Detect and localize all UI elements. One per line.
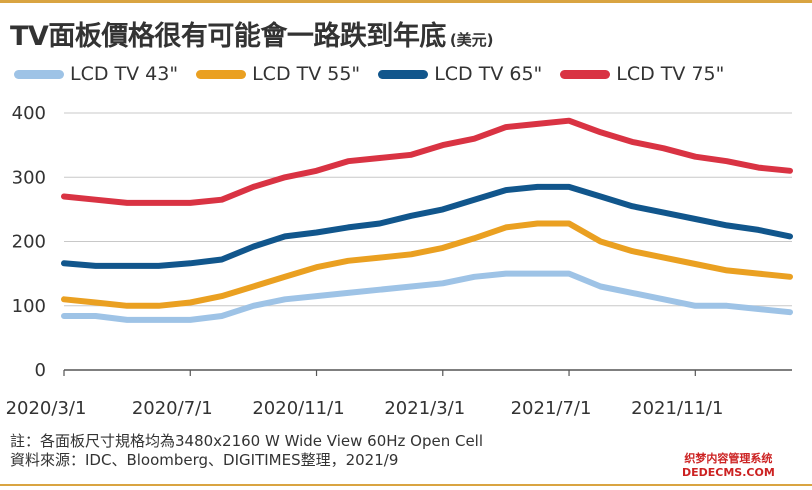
x-tick-label-4: 2021/7/1 (511, 398, 592, 419)
y-tick-label-400: 400 (12, 103, 46, 124)
x-tick-label-5: 2021/11/1 (631, 398, 723, 419)
legend-swatch-75 (560, 69, 611, 79)
watermark-line2: DEDECMS.COM (682, 466, 775, 479)
legend-label-75: LCD TV 75" (616, 63, 725, 85)
unit-label: (美元) (449, 31, 494, 49)
legend-label-55: LCD TV 55" (252, 63, 361, 85)
note-spec: 註：各面板尺寸規格均為3480x2160 W Wide View 60Hz Op… (10, 432, 484, 450)
legend-label-65: LCD TV 65" (434, 63, 543, 85)
bottom-accent-rule (0, 484, 812, 486)
series-line-3 (61, 117, 793, 206)
y-tick-label-300: 300 (12, 167, 46, 188)
footnotes: 註：各面板尺寸規格均為3480x2160 W Wide View 60Hz Op… (10, 432, 483, 470)
series-line-2 (61, 183, 793, 269)
x-tick-label-1: 2020/7/1 (132, 398, 213, 419)
legend-swatch-43 (14, 69, 64, 79)
chart-title-block: TV面板價格很有可能會一路跌到年底 (美元) (10, 14, 494, 53)
y-tick-label-200: 200 (12, 232, 46, 253)
series-line-1 (61, 220, 793, 309)
legend-swatch-65 (378, 69, 429, 79)
top-accent-rule (0, 0, 812, 3)
legend-item-65: LCD TV 65" (378, 63, 542, 85)
legend-item-55: LCD TV 55" (196, 63, 360, 85)
x-tick-label-2: 2020/11/1 (252, 398, 344, 419)
y-tick-label-100: 100 (12, 296, 46, 317)
legend-swatch-55 (196, 69, 247, 79)
note-source: 資料來源：IDC、Bloomberg、DIGITIMES整理，2021/9 (10, 451, 399, 469)
series-line-0 (61, 270, 793, 323)
chart-title: TV面板價格很有可能會一路跌到年底 (10, 21, 446, 52)
y-tick-label-0: 0 (35, 360, 46, 381)
legend: LCD TV 43" LCD TV 55" LCD TV 65" LCD TV … (14, 60, 742, 88)
watermark-line1: 织梦内容管理系统 (684, 452, 773, 465)
legend-item-43: LCD TV 43" (14, 63, 178, 85)
x-tick-label-0: 2020/3/1 (6, 398, 87, 419)
legend-item-75: LCD TV 75" (560, 63, 724, 85)
legend-label-43: LCD TV 43" (70, 63, 179, 85)
watermark: 织梦内容管理系统 DEDECMS.COM (682, 452, 775, 480)
x-tick-label-3: 2021/3/1 (384, 398, 465, 419)
